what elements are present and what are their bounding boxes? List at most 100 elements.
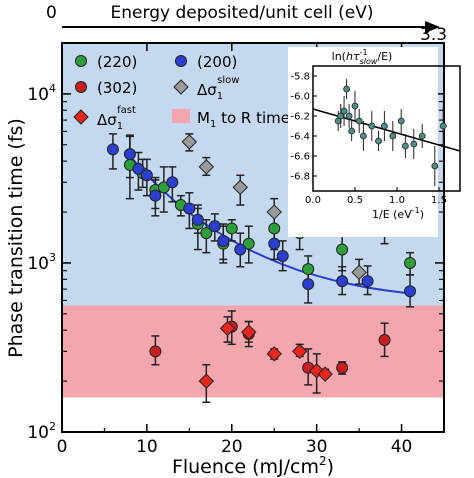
legend-label-m1r: M1 to R time: [197, 109, 290, 130]
point--200-: [404, 285, 417, 298]
inset-y-tick-label: -6.0: [290, 92, 310, 103]
point--1-slow: [181, 134, 198, 150]
top-axis-arrowhead: [425, 21, 440, 33]
inset-point: [401, 142, 409, 150]
inset-point: [431, 162, 439, 170]
point--200-: [268, 237, 281, 250]
legend-marker-302: [75, 81, 87, 93]
legend-marker-fast: [73, 109, 89, 125]
point--1-fast: [219, 320, 236, 337]
inset-x-tick-label: 1.0: [389, 195, 405, 206]
point--200-: [276, 249, 289, 262]
inset-point: [345, 112, 353, 120]
legend-label-200: (200): [197, 53, 237, 71]
inset-point: [375, 137, 382, 145]
inset-y-tick-label: -6.8: [290, 172, 310, 183]
point--200-: [183, 202, 196, 215]
inset-x-title: 1/E (eV-1): [372, 206, 424, 221]
inset-y-tick-label: -5.8: [290, 72, 310, 83]
point--200-: [234, 243, 247, 256]
data-points-layer: [106, 134, 417, 389]
inset-point: [380, 122, 388, 130]
point--1-slow: [198, 159, 215, 175]
inset-point: [418, 132, 426, 140]
point--1-fast: [266, 346, 282, 362]
inset-frame: [312, 65, 461, 192]
inset-x-tick-label: 0.5: [347, 195, 363, 206]
point--302-: [336, 361, 349, 374]
point--200-: [191, 213, 204, 226]
inset-point: [368, 122, 376, 130]
point--200-: [361, 275, 374, 288]
top-axis-right-value: 3.3: [420, 25, 447, 45]
band-0: [62, 305, 444, 398]
y-tick-label: 104: [27, 82, 56, 105]
point--200-: [217, 234, 230, 247]
point--220-: [200, 227, 213, 240]
legend-label-302: (302): [97, 79, 137, 97]
point--200-: [302, 278, 315, 291]
point--220-: [225, 222, 238, 235]
inset-point: [389, 132, 397, 140]
legend-label-slow: Δσ1slow: [197, 75, 239, 102]
inset-y-title: ln(hτ-1 slow/E): [332, 48, 393, 66]
inset-point: [351, 102, 359, 110]
point--200-: [149, 189, 162, 202]
point--1-slow: [351, 264, 367, 281]
point--1-slow: [266, 204, 282, 220]
inset-point: [359, 132, 367, 140]
point--200-: [166, 176, 179, 189]
point--200-: [123, 148, 136, 161]
top-axis-left-value: 0: [46, 3, 57, 23]
x-tick-label: 0: [57, 437, 68, 457]
y-tick-label: 102: [27, 420, 56, 443]
point--1-fast: [317, 366, 333, 382]
x-tick-label: 40: [391, 437, 413, 457]
point--200-: [140, 169, 153, 182]
x-axis-title: Fluence (mJ/cm2): [172, 454, 334, 478]
inset-point: [439, 122, 447, 130]
point--200-: [208, 220, 221, 233]
legend: (220) (200) (302) Δσ1slow Δσ1fast M1 to …: [73, 53, 290, 132]
legend-marker-200: [175, 55, 187, 67]
point--1-fast: [291, 343, 308, 360]
point--200-: [336, 275, 349, 288]
top-axis-label: Energy deposited/unit cell (eV): [111, 3, 374, 23]
point--1-slow: [232, 179, 248, 196]
plot-frame: [61, 42, 445, 433]
inset-y-tick-label: -6.4: [290, 132, 310, 143]
legend-marker-m1r: [172, 109, 190, 123]
inset-point: [348, 127, 356, 135]
x-tick-label: 10: [136, 437, 158, 457]
inset-x-tick-label: 0.0: [305, 195, 321, 206]
y-tick-label: 103: [27, 251, 56, 274]
point--220-: [242, 237, 255, 250]
point--200-: [132, 162, 145, 175]
inset-y-tick-label: -6.2: [290, 112, 310, 123]
point--220-: [302, 263, 315, 276]
legend-marker-slow: [173, 79, 189, 95]
legend-marker-220: [75, 55, 87, 67]
legend-label-fast: Δσ1fast: [97, 105, 136, 132]
inset-point: [340, 107, 348, 115]
point--220-: [404, 256, 417, 269]
x-tick-label: 20: [221, 437, 243, 457]
y-axis-title: Phase transition time (fs): [5, 118, 27, 358]
point--220-: [336, 243, 349, 256]
legend-label-220: (220): [97, 53, 137, 71]
point--200-: [106, 143, 119, 156]
point--1-fast: [198, 373, 215, 389]
inset-y-tick-label: -6.6: [290, 152, 310, 163]
inset-point: [397, 117, 405, 125]
inset-point: [343, 85, 351, 93]
point--302-: [149, 345, 162, 358]
inset-point: [410, 140, 418, 148]
point--1-fast: [241, 324, 257, 340]
inset-x-tick-label: 1.5: [431, 195, 447, 206]
point--302-: [378, 334, 391, 347]
x-tick-label: 30: [306, 437, 328, 457]
point--220-: [268, 222, 281, 235]
inset-plot: ln(hτ-1 slow/E) 1/E (eV-1) 0.0 0.5 1.0 1.5 -5…: [288, 47, 461, 237]
inset-point: [355, 117, 363, 125]
